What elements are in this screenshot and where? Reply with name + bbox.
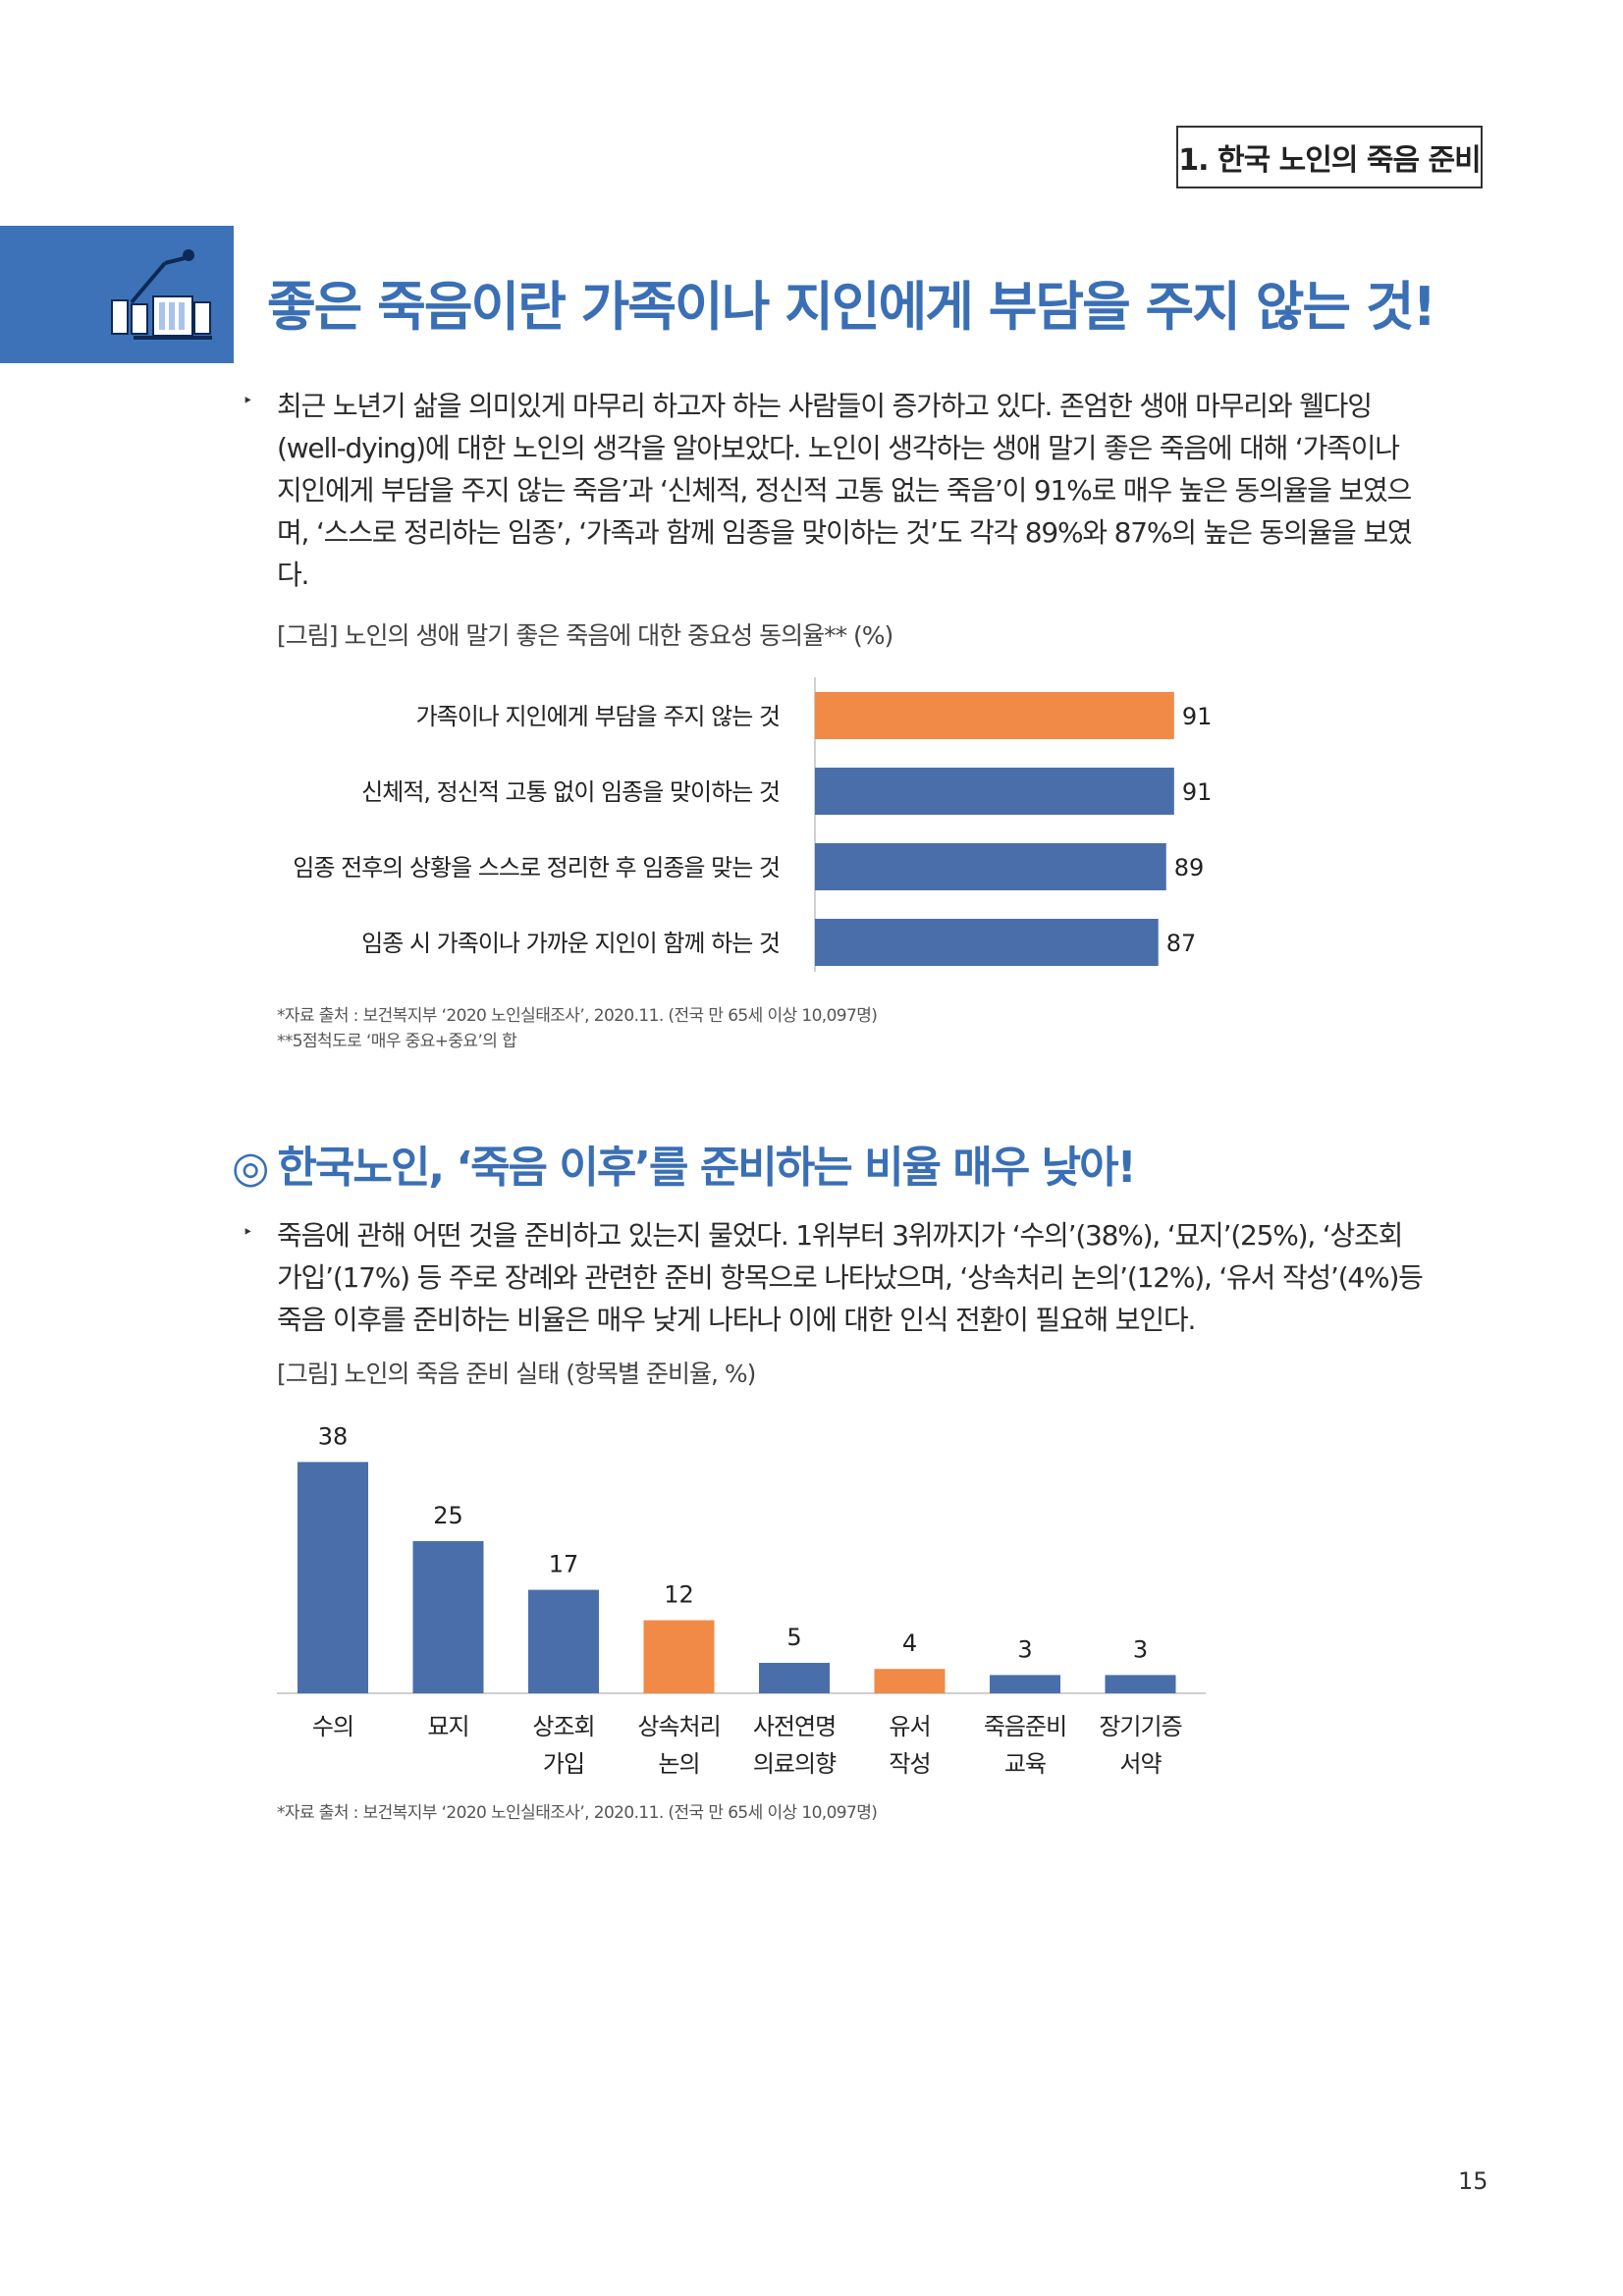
section-tag: 1. 한국 노인의 죽음 준비 — [1176, 126, 1483, 188]
paragraph-line: 최근 노년기 삶을 의미있게 마무리 하고자 하는 사람들이 증가하고 있다. … — [277, 390, 1373, 422]
tick-label: 유서 — [889, 1713, 930, 1740]
data-label: 91 — [1182, 778, 1213, 806]
tick-label: 장기기증 — [1099, 1713, 1181, 1740]
data-label: 91 — [1182, 703, 1213, 730]
section1-paragraph: 최근 노년기 삶을 의미있게 마무리 하고자 하는 사람들이 증가하고 있다. … — [277, 385, 1480, 596]
tick-label: 수의 — [312, 1713, 353, 1740]
paragraph-line: 죽음 이후를 준비하는 비율은 매우 낮게 나타나 이에 대한 인식 전환이 필… — [277, 1304, 1196, 1336]
banner-block — [0, 226, 234, 363]
data-label: 87 — [1166, 930, 1197, 957]
category-label: 신체적, 정신적 고통 없이 임종을 맞이하는 것 — [361, 778, 780, 806]
bar — [643, 1620, 715, 1693]
data-label: 38 — [318, 1422, 349, 1450]
bar — [528, 1589, 599, 1693]
data-label: 12 — [664, 1581, 694, 1609]
section2-paragraph: 죽음에 관해 어떤 것을 준비하고 있는지 물었다. 1위부터 3위까지가 ‘수… — [277, 1214, 1480, 1341]
bullet-marker: ‣ — [243, 391, 253, 411]
category-label: 임종 시 가족이나 가까운 지인이 함께 하는 것 — [361, 930, 780, 957]
bar — [874, 1669, 946, 1693]
figure-caption: [그림] 노인의 생애 말기 좋은 죽음에 대한 중요성 동의율** (%) — [277, 621, 893, 650]
bar — [815, 692, 1174, 739]
tick-label: 작성 — [889, 1750, 930, 1778]
tick-label: 죽음준비 — [984, 1713, 1066, 1740]
subheading-text: 한국노인, ‘죽음 이후’를 준비하는 비율 매우 낮아! — [277, 1143, 1136, 1193]
category-label: 임종 전후의 상황을 스스로 정리한 후 임종을 맞는 것 — [293, 854, 780, 881]
data-label: 17 — [549, 1551, 579, 1578]
bar — [1105, 1675, 1176, 1693]
paragraph-line: 가입’(17%) 등 주로 장례와 관련한 준비 항목으로 나타났으며, ‘상속… — [277, 1261, 1424, 1294]
data-label: 25 — [433, 1502, 463, 1529]
bar — [412, 1541, 484, 1693]
data-label: 3 — [1017, 1635, 1032, 1663]
paragraph-line: (well-dying)에 대한 노인의 생각을 알아보았다. 노인이 생각하는… — [277, 432, 1400, 464]
paragraph-line: 죽음에 관해 어떤 것을 준비하고 있는지 물었다. 1위부터 3위까지가 ‘수… — [277, 1219, 1403, 1252]
bar — [815, 768, 1174, 815]
data-label: 3 — [1133, 1635, 1148, 1663]
headline: 좋은 죽음이란 가족이나 지인에게 부담을 주지 않는 것! — [267, 276, 1436, 338]
paragraph-line: 지인에게 부담을 주지 않는 죽음’과 ‘신체적, 정신적 고통 없는 죽음’이… — [277, 474, 1412, 507]
horizontal-bar-chart: 가족이나 지인에게 부담을 주지 않는 것 91 신체적, 정신적 고통 없이 임종… — [293, 677, 1213, 972]
bullet-marker: ‣ — [243, 1222, 253, 1243]
bar — [990, 1675, 1060, 1693]
source-note: **5점척도로 ‘매우 중요+중요’의 합 — [277, 1032, 517, 1051]
figure-caption: [그림] 노인의 죽음 준비 실태 (항목별 준비율, %) — [277, 1360, 756, 1388]
tick-label: 논의 — [658, 1750, 699, 1778]
bar — [815, 919, 1159, 966]
data-label: 4 — [902, 1629, 917, 1657]
tick-label: 서약 — [1119, 1750, 1162, 1778]
tick-label: 의료의향 — [753, 1750, 837, 1778]
caregiver-icon — [111, 249, 212, 340]
paragraph-line: 다. — [277, 559, 309, 591]
tick-label: 묘지 — [427, 1713, 468, 1740]
bar — [815, 843, 1166, 890]
subheading: ◎ 한국노인, ‘죽음 이후’를 준비하는 비율 매우 낮아! — [232, 1132, 1137, 1195]
data-label: 89 — [1174, 854, 1205, 881]
tick-label: 사전연명 — [753, 1713, 836, 1740]
source-note: *자료 출처 : 보건복지부 ‘2020 노인실태조사’, 2020.11. (… — [277, 1803, 878, 1823]
tick-label: 상속처리 — [637, 1713, 720, 1740]
tick-label: 교육 — [1004, 1750, 1046, 1778]
bar — [298, 1462, 368, 1693]
circle-mark-icon: ◎ — [232, 1143, 269, 1193]
category-label: 가족이나 지인에게 부담을 주지 않는 것 — [416, 703, 780, 730]
tick-label: 가입 — [543, 1750, 584, 1778]
bar — [759, 1663, 830, 1693]
source-note: *자료 출처 : 보건복지부 ‘2020 노인실태조사’, 2020.11. (… — [277, 1006, 878, 1026]
tick-label: 상조회 — [532, 1713, 594, 1740]
page-number: 15 — [1458, 2167, 1488, 2195]
paragraph-line: 며, ‘스스로 정리하는 임종’, ‘가족과 함께 임종을 맞이하는 것’도 각… — [277, 516, 1413, 549]
data-label: 5 — [786, 1624, 801, 1651]
